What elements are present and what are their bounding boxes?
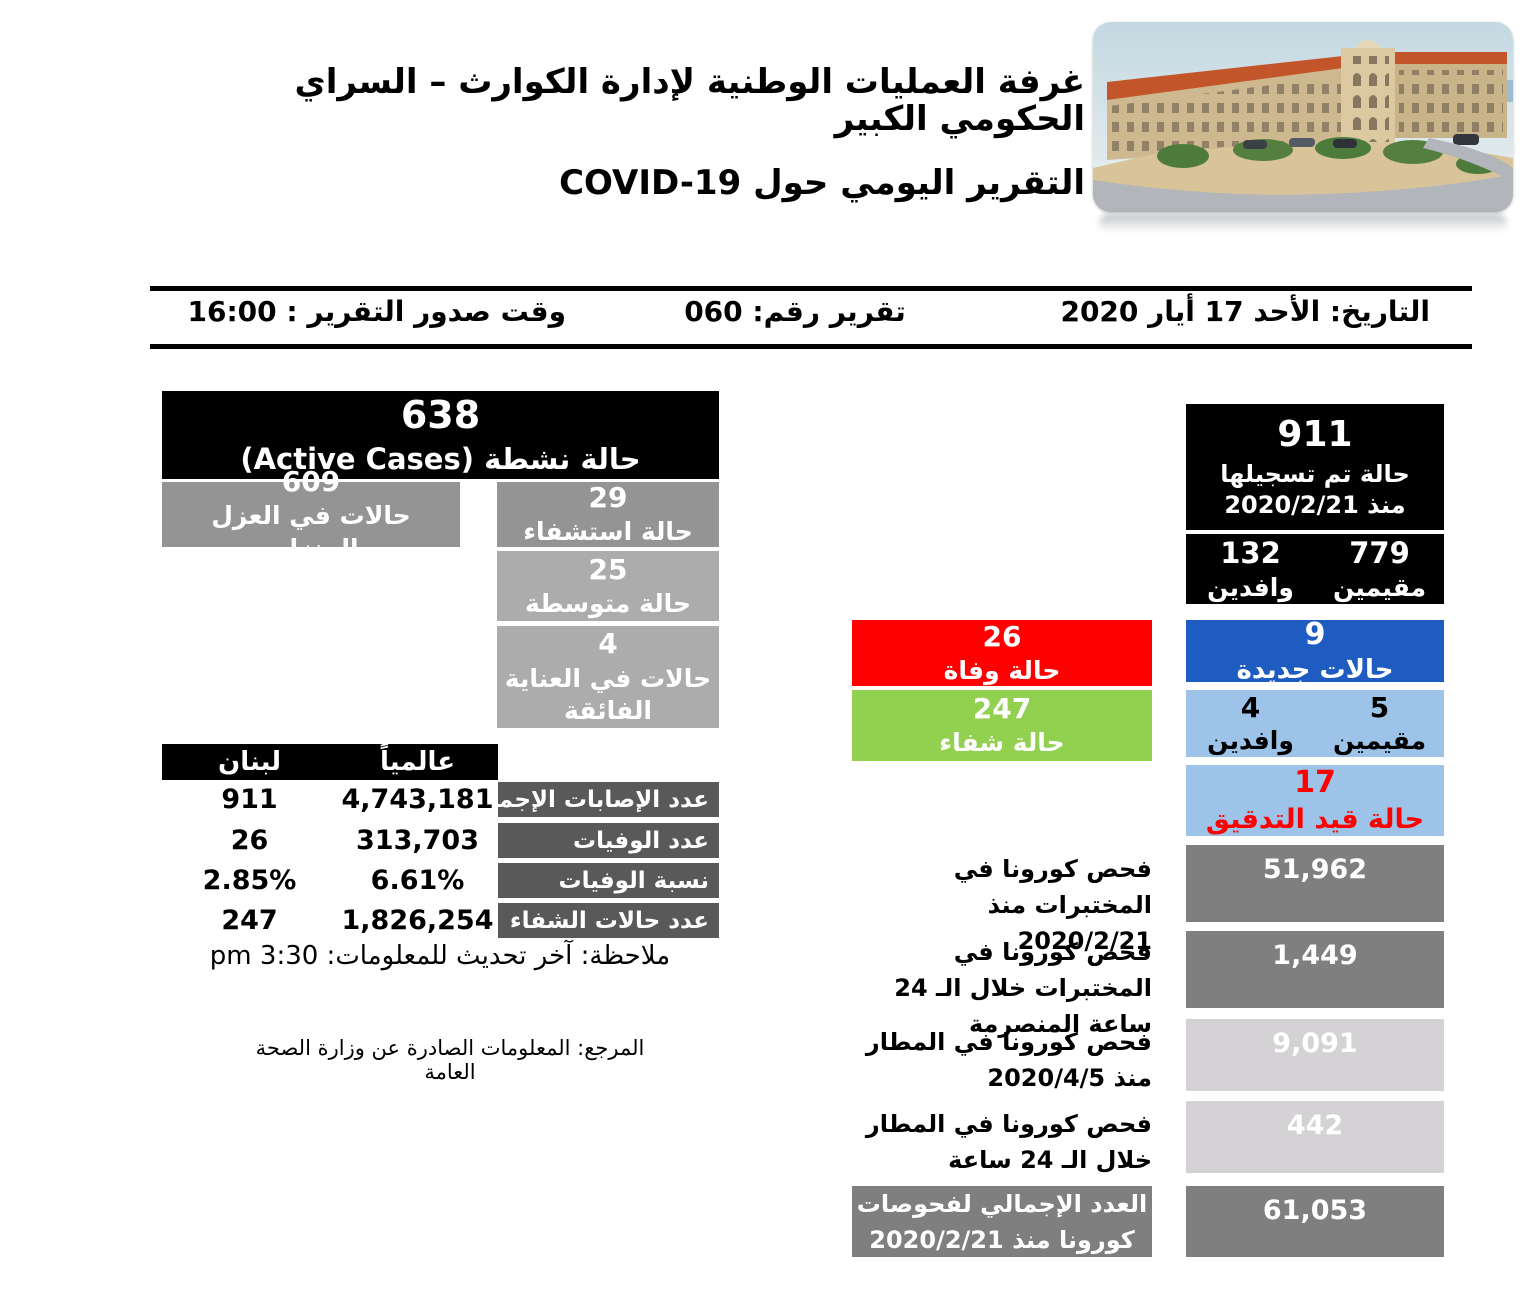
deaths-box: 26 حالة وفاة (852, 620, 1152, 686)
table-world-value: 1,826,254 (341, 905, 494, 936)
new-cases-box: 9 حالات جديدة (1186, 617, 1444, 685)
active-cases-label: حالة نشطة (Active Cases) (240, 441, 641, 476)
table-row-label: عدد الوفيات (498, 823, 719, 858)
residents-value: 779 (1349, 536, 1410, 571)
airport-tests-since-label: فحص كورونا في المطار منذ 2020/4/5 (865, 1028, 1152, 1092)
deaths-value: 26 (982, 619, 1022, 653)
airport-tests-since-box: 9,091 (1186, 1019, 1444, 1091)
registered-cases-value: 911 (1277, 414, 1353, 456)
table-row-label: عدد حالات الشفاء (498, 903, 719, 938)
title-line-2: التقرير اليومي حول COVID-19 (559, 162, 1085, 203)
lab-tests-since-box: 51,962 (1186, 845, 1444, 922)
table-row: عدد حالات الشفاء 1,826,254 247 (162, 903, 719, 938)
table-header: لبنان عالمياً (162, 744, 498, 780)
icu-cases-label: حالات في العناية الفائقة (504, 663, 712, 726)
info-bar-top-rule (150, 286, 1472, 291)
table-row: عدد الوفيات 313,703 26 (162, 823, 719, 858)
report-date: التاريخ: الأحد 17 أيار 2020 (1060, 295, 1430, 328)
residents-cell: 779 مقيمين (1315, 535, 1444, 603)
total-tests-label: العدد الإجمالي لفحوصات كورونا منذ 2020/2… (852, 1186, 1152, 1257)
airport-tests-24h-box: 442 (1186, 1101, 1444, 1173)
table-row-label: نسبة الوفيات (498, 863, 719, 898)
residents-arrivals-box: 779 مقيمين 132 وافدين (1186, 534, 1444, 604)
new-arrivals-cell: 4 وافدين (1186, 690, 1315, 756)
recoveries-box: 247 حالة شفاء (852, 690, 1152, 761)
new-residents-cell: 5 مقيمين (1315, 690, 1444, 756)
moderate-cases-value: 25 (588, 552, 628, 586)
home-isolation-value: 609 (281, 464, 341, 498)
new-arrivals-label: وافدين (1207, 726, 1294, 756)
grand-serail-photo-illustration (1093, 22, 1513, 212)
new-residents-arrivals-box: 5 مقيمين 4 وافدين (1186, 690, 1444, 757)
lab-tests-24h-label: فحص كورونا في المختبرات خلال الـ 24 ساعة… (894, 938, 1152, 1038)
lab-tests-24h-box: 1,449 (1186, 931, 1444, 1008)
table-lebanon-value: 247 (221, 905, 278, 936)
reference-note: المرجع: المعلومات الصادرة عن وزارة الصحة… (255, 1036, 645, 1084)
table-world-value: 6.61% (370, 865, 465, 896)
icu-cases-value: 4 (598, 627, 618, 661)
table-lebanon-value: 26 (230, 825, 269, 856)
moderate-cases-label: حالة متوسطة (524, 588, 692, 618)
table-header-world: عالمياً (379, 747, 456, 777)
home-isolation-label: حالات في العزل المنزلي (211, 501, 411, 563)
arrivals-cell: 132 وافدين (1186, 535, 1315, 603)
under-investigation-value: 17 (1294, 765, 1336, 801)
under-investigation-box: 17 حالة قيد التدقيق (1186, 765, 1444, 836)
active-cases-box: 638 حالة نشطة (Active Cases) (162, 391, 719, 479)
table-world-value: 313,703 (356, 825, 479, 856)
new-cases-value: 9 (1304, 616, 1326, 652)
deaths-label: حالة وفاة (943, 655, 1061, 685)
table-lebanon-value: 2.85% (202, 865, 297, 896)
registered-cases-since: منذ 2020/2/21 (1224, 491, 1406, 520)
table-lebanon-value: 911 (221, 784, 278, 815)
home-isolation-box: 609 حالات في العزل المنزلي (162, 465, 460, 563)
new-residents-value: 5 (1369, 691, 1390, 725)
moderate-cases-box: 25 حالة متوسطة (497, 551, 719, 621)
table-row: عدد الإصابات الإجمالي 4,743,181 911 (162, 782, 719, 817)
hospitalized-label: حالة استشفاء (523, 517, 693, 547)
table-world-value: 4,743,181 (341, 784, 494, 815)
recoveries-value: 247 (972, 692, 1032, 726)
total-tests-box: 61,053 (1186, 1186, 1444, 1257)
arrivals-label: وافدين (1207, 572, 1294, 602)
report-title: غرفة العمليات الوطنية لإدارة الكوارث – ا… (275, 62, 1085, 203)
info-bar-bottom-rule (150, 344, 1472, 349)
under-investigation-label: حالة قيد التدقيق (1205, 804, 1425, 836)
new-arrivals-value: 4 (1240, 691, 1261, 725)
update-note: ملاحظة: آخر تحديث للمعلومات: 3:30 pm (209, 941, 671, 971)
registered-cases-label: حالة تم تسجيلها (1220, 460, 1410, 489)
table-header-lebanon: لبنان (218, 747, 281, 777)
report-number: تقرير رقم: 060 (684, 295, 906, 328)
photo-reflection (1099, 214, 1507, 232)
icu-cases-box: 4 حالات في العناية الفائقة (497, 626, 719, 728)
hospitalized-value: 29 (588, 481, 628, 515)
table-row: نسبة الوفيات 6.61% 2.85% (162, 863, 719, 898)
grand-serail-photo (1093, 22, 1513, 212)
report-issue-time: وقت صدور التقرير : 16:00 (187, 295, 566, 328)
new-residents-label: مقيمين (1332, 726, 1427, 756)
residents-label: مقيمين (1332, 572, 1427, 602)
title-line-1: غرفة العمليات الوطنية لإدارة الكوارث – ا… (294, 62, 1085, 140)
hospitalized-box: 29 حالة استشفاء (497, 481, 719, 547)
registered-cases-box: 911 حالة تم تسجيلها منذ 2020/2/21 (1186, 404, 1444, 530)
new-cases-label: حالات جديدة (1236, 654, 1394, 685)
table-row-label: عدد الإصابات الإجمالي (458, 782, 719, 817)
active-cases-value: 638 (400, 393, 481, 438)
arrivals-value: 132 (1220, 536, 1281, 571)
recoveries-label: حالة شفاء (939, 728, 1065, 758)
lab-tests-since-label: فحص كورونا في المختبرات منذ 2020/2/21 (953, 855, 1152, 955)
